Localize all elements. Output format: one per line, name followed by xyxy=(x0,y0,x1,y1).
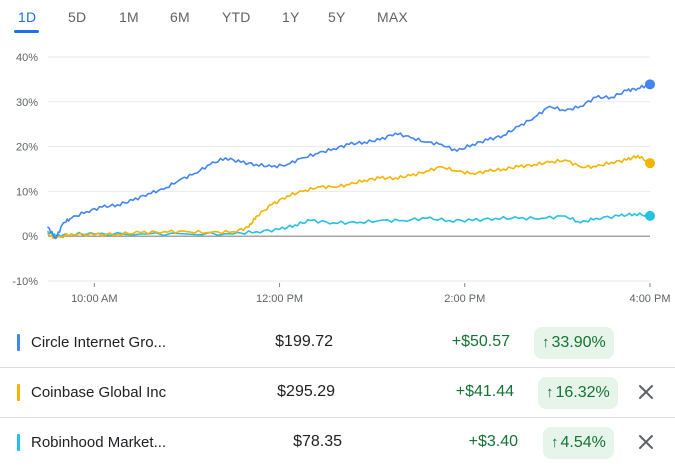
tab-ytd[interactable]: YTD xyxy=(222,9,251,25)
series-end-dot xyxy=(645,158,655,169)
tab-1y[interactable]: 1Y xyxy=(282,9,300,25)
y-tick-label: 40% xyxy=(16,52,38,64)
series-color-bar xyxy=(17,434,20,451)
x-tick-label: 12:00 PM xyxy=(256,293,303,305)
stock-name: Robinhood Market... xyxy=(31,434,167,451)
series-line xyxy=(47,83,651,240)
tab-5d[interactable]: 5D xyxy=(68,9,87,25)
percent-change-badge: ↑ 33.90% xyxy=(534,327,614,359)
arrow-up-icon: ↑ xyxy=(546,384,554,401)
stock-price: $78.35 xyxy=(293,433,342,450)
tab-max[interactable]: MAX xyxy=(377,9,408,25)
percent-change-badge: ↑ 4.54% xyxy=(543,427,614,459)
tab-1m[interactable]: 1M xyxy=(119,9,139,25)
price-change: +$50.57 xyxy=(451,333,510,350)
series-line xyxy=(47,212,651,238)
x-tick-label: 2:00 PM xyxy=(444,293,485,305)
arrow-up-icon: ↑ xyxy=(542,334,550,351)
series-end-dot xyxy=(645,79,655,90)
list-item-robinhood[interactable]: Robinhood Market... $78.35 +$3.40 ↑ 4.54% xyxy=(0,418,675,467)
series-end-dot xyxy=(645,210,655,221)
x-tick-label: 4:00 PM xyxy=(630,293,671,305)
x-tick-label: 10:00 AM xyxy=(71,293,117,305)
price-change: +$41.44 xyxy=(455,383,514,400)
chart-svg: 40% 30% 20% 10% 0% -10% 10:00 AM 12:00 PM 2:00 P… xyxy=(12,52,671,305)
price-change: +$3.40 xyxy=(468,433,518,450)
percent-change-value: 16.32% xyxy=(555,384,610,401)
stock-price: $199.72 xyxy=(275,333,333,350)
percent-change-badge: ↑ 16.32% xyxy=(538,377,618,409)
active-tab-indicator xyxy=(14,30,39,33)
percent-change-value: 4.54% xyxy=(560,434,606,451)
series-color-bar xyxy=(17,384,20,401)
y-tick-label: 0% xyxy=(22,231,38,243)
tab-5y[interactable]: 5Y xyxy=(328,9,346,25)
y-tick-label: 10% xyxy=(16,186,38,198)
tab-6m[interactable]: 6M xyxy=(170,9,190,25)
percent-change-value: 33.90% xyxy=(551,334,606,351)
comparison-list: Circle Internet Gro... $199.72 +$50.57 ↑… xyxy=(0,318,675,467)
list-item-circle[interactable]: Circle Internet Gro... $199.72 +$50.57 ↑… xyxy=(0,318,675,368)
series-color-bar xyxy=(17,334,20,351)
y-tick-label: 20% xyxy=(16,142,38,154)
price-chart[interactable]: 40% 30% 20% 10% 0% -10% 10:00 AM 12:00 PM 2:00 P… xyxy=(0,36,675,316)
close-icon[interactable] xyxy=(637,383,655,401)
series-line xyxy=(47,154,651,240)
close-icon[interactable] xyxy=(637,433,655,451)
stock-name: Circle Internet Gro... xyxy=(31,334,167,351)
tab-1d[interactable]: 1D xyxy=(18,9,37,25)
y-tick-label: -10% xyxy=(12,276,38,288)
stock-price: $295.29 xyxy=(277,383,335,400)
y-tick-label: 30% xyxy=(16,97,38,109)
stock-name: Coinbase Global Inc xyxy=(31,384,167,401)
range-tabs: 1D 5D 1M 6M YTD 1Y 5Y MAX xyxy=(0,0,675,36)
list-item-coinbase[interactable]: Coinbase Global Inc $295.29 +$41.44 ↑ 16.… xyxy=(0,368,675,418)
arrow-up-icon: ↑ xyxy=(551,434,559,451)
